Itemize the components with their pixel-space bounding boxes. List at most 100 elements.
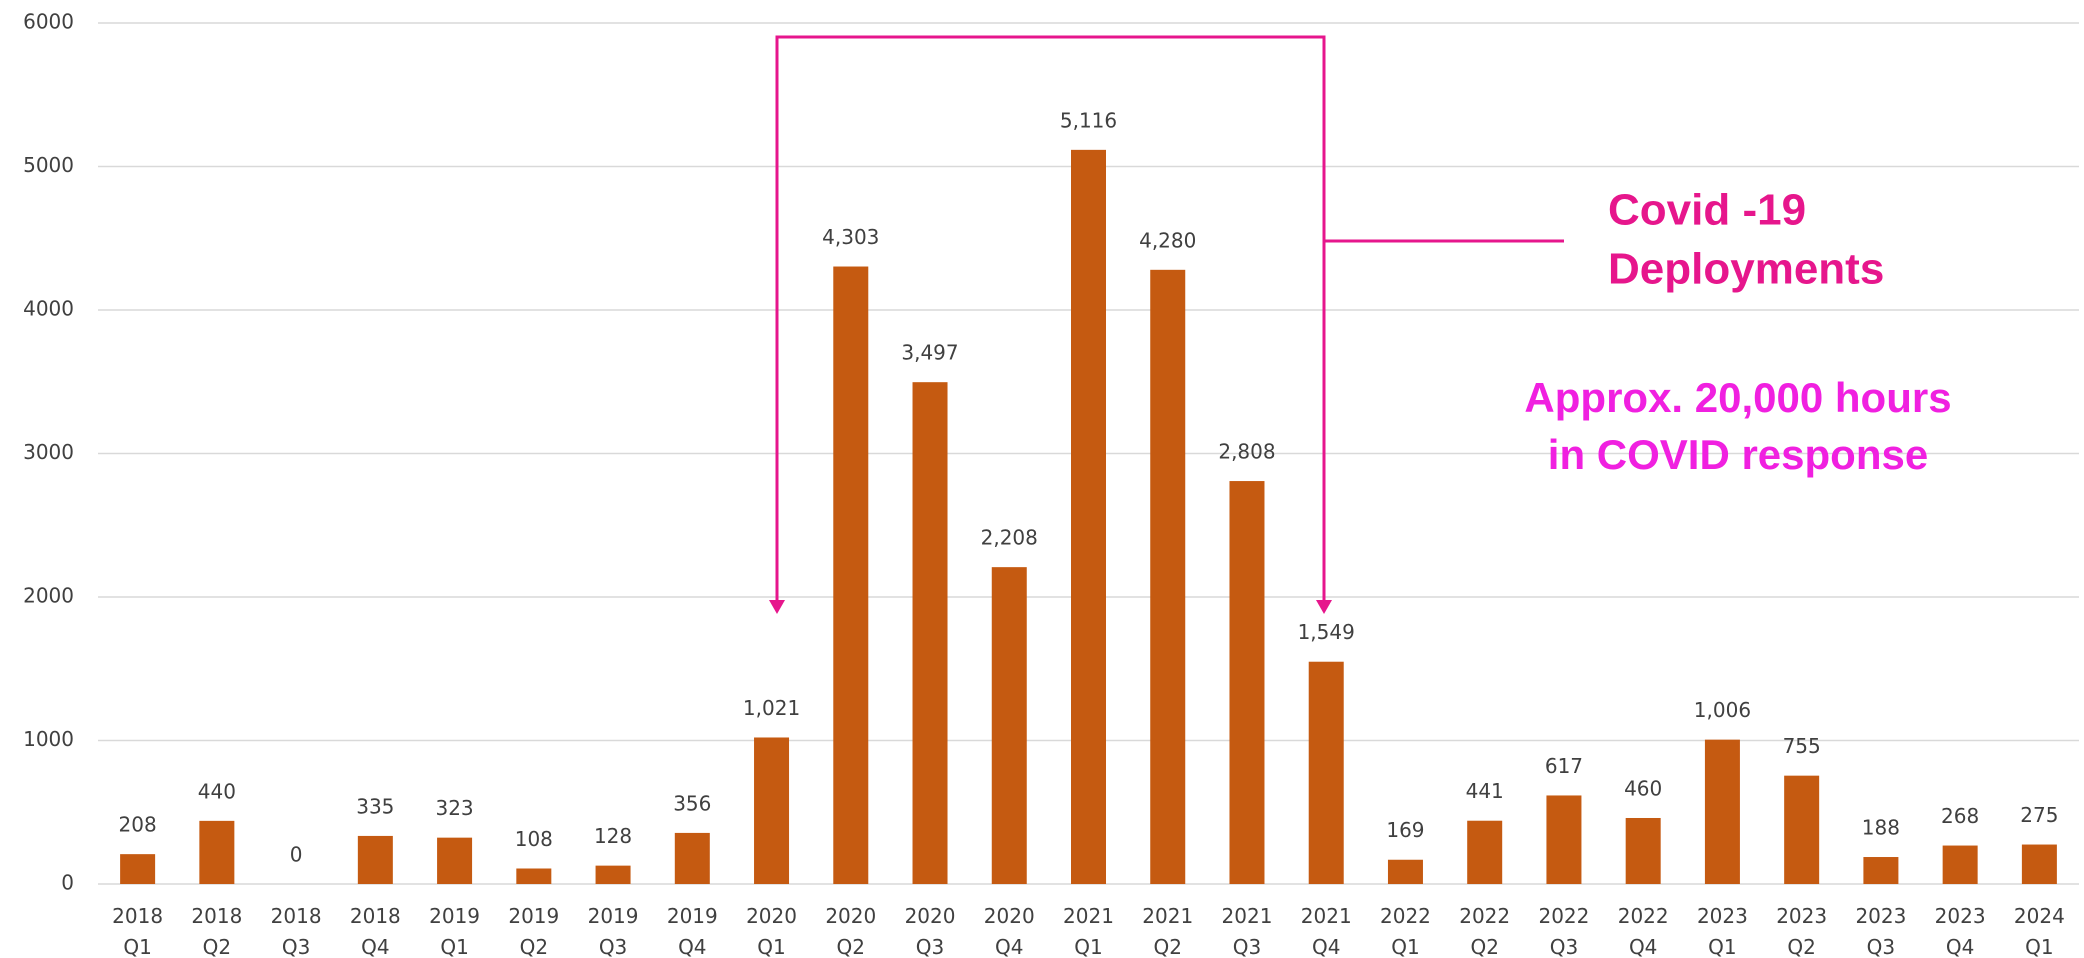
- x-tick-label: 2019 Q1: [429, 904, 480, 958]
- x-tick-label: 2021 Q2: [1142, 904, 1193, 958]
- bar: [1863, 857, 1899, 884]
- x-tick-label-line: Q4: [678, 935, 706, 958]
- y-tick-label: 6000: [23, 10, 74, 34]
- x-tick-label-line: Q3: [1233, 935, 1261, 958]
- x-tick-label-line: 2020: [825, 904, 876, 928]
- value-label: 208: [119, 813, 157, 837]
- x-tick-label: 2024 Q1: [2014, 904, 2065, 958]
- x-tick-label: 2022 Q3: [1538, 904, 1589, 958]
- x-tick-label-line: 2022: [1459, 904, 1510, 928]
- x-tick-label: 2020 Q2: [825, 904, 876, 958]
- x-tick-label: 2022 Q1: [1380, 904, 1431, 958]
- bar: [1942, 845, 1978, 884]
- bar: [437, 837, 473, 884]
- x-tick-label: 2022 Q4: [1618, 904, 1669, 958]
- x-tick-label-line: Q4: [1946, 935, 1974, 958]
- x-tick-label: 2023 Q1: [1697, 904, 1748, 958]
- x-tick-label-line: 2021: [1063, 904, 1114, 928]
- x-tick-label-line: 2019: [588, 904, 639, 928]
- bar: [1150, 269, 1186, 884]
- x-tick-label: 2022 Q2: [1459, 904, 1510, 958]
- arrow-head: [1316, 600, 1332, 614]
- bar: [912, 382, 948, 884]
- annotation: in COVID response: [1548, 431, 1928, 478]
- value-label: 356: [673, 791, 711, 815]
- x-tick-label-line: 2021: [1301, 904, 1352, 928]
- value-label: 460: [1624, 776, 1662, 800]
- arrow-head: [769, 600, 785, 614]
- bar: [1308, 661, 1344, 884]
- annotation: Deployments: [1608, 245, 1884, 294]
- bar: [1387, 859, 1423, 884]
- x-tick-label-line: 2020: [984, 904, 1035, 928]
- bar: [1625, 817, 1661, 884]
- x-tick-label: 2021 Q3: [1222, 904, 1273, 958]
- x-tick-label-line: Q1: [2025, 935, 2053, 958]
- x-tick-label-line: Q3: [1550, 935, 1578, 958]
- x-tick-label-line: 2020: [905, 904, 956, 928]
- x-tick-label-line: Q2: [520, 935, 548, 958]
- bar: [199, 820, 235, 884]
- x-tick-label: 2023 Q3: [1855, 904, 1906, 958]
- x-tick-label-line: Q2: [203, 935, 231, 958]
- bar: [1784, 775, 1820, 884]
- y-tick-label: 4000: [23, 297, 74, 321]
- x-tick-label-line: 2023: [1776, 904, 1827, 928]
- bar: [516, 868, 552, 884]
- x-tick-label: 2018 Q4: [350, 904, 401, 958]
- x-tick-label: 2021 Q1: [1063, 904, 1114, 958]
- x-tick-label-line: 2021: [1222, 904, 1273, 928]
- x-tick-label: 2019 Q2: [508, 904, 559, 958]
- value-label: 268: [1941, 804, 1979, 828]
- y-tick-label: 0: [61, 871, 74, 895]
- x-tick-label-line: Q2: [1470, 935, 1498, 958]
- value-label: 4,303: [822, 225, 879, 249]
- plot: 0 1000 2000 3000 4000 5000 6000 208 2018 Q1 440 201…: [23, 10, 2079, 958]
- x-tick-label-line: 2018: [112, 904, 163, 928]
- bar: [833, 266, 869, 884]
- annotation: Covid -19: [1608, 186, 1806, 235]
- x-tick-label-line: 2018: [350, 904, 401, 928]
- value-label: 169: [1386, 818, 1424, 842]
- value-label: 755: [1783, 734, 1821, 758]
- x-tick-label: 2021 Q4: [1301, 904, 1352, 958]
- x-tick-label-line: Q3: [916, 935, 944, 958]
- x-tick-label-line: Q2: [1787, 935, 1815, 958]
- x-tick-label: 2018 Q2: [191, 904, 242, 958]
- x-tick-label-line: 2022: [1538, 904, 1589, 928]
- x-tick-label-line: Q3: [1867, 935, 1895, 958]
- x-tick-label-line: 2018: [191, 904, 242, 928]
- annotation: Approx. 20,000 hours: [1524, 374, 1951, 421]
- y-tick-label: 1000: [23, 727, 74, 751]
- x-tick-label-line: 2018: [271, 904, 322, 928]
- value-label: 4,280: [1139, 228, 1196, 252]
- value-label: 617: [1545, 754, 1583, 778]
- value-label: 441: [1466, 779, 1504, 803]
- value-label: 323: [435, 796, 473, 820]
- x-tick-label-line: Q3: [282, 935, 310, 958]
- bar: [1704, 739, 1740, 884]
- value-label: 1,021: [743, 696, 800, 720]
- covid-bracket: [775, 35, 1564, 611]
- x-tick-label-line: Q3: [599, 935, 627, 958]
- bar: [1546, 795, 1582, 884]
- bar: [2021, 844, 2057, 884]
- x-tick-label: 2020 Q1: [746, 904, 797, 958]
- x-tick-label-line: 2019: [667, 904, 718, 928]
- value-label: 440: [198, 779, 236, 803]
- value-label: 2,808: [1218, 440, 1275, 464]
- value-label: 5,116: [1060, 108, 1117, 132]
- bar: [1071, 149, 1106, 884]
- bar: [357, 835, 393, 884]
- x-tick-label-line: 2024: [2014, 904, 2065, 928]
- value-label: 335: [356, 794, 394, 818]
- bracket-line: [775, 35, 1326, 611]
- x-tick-label-line: 2020: [746, 904, 797, 928]
- x-tick-label-line: 2022: [1618, 904, 1669, 928]
- x-tick-label-line: Q1: [1391, 935, 1419, 958]
- x-tick-label-line: 2019: [429, 904, 480, 928]
- x-tick-label: 2019 Q3: [588, 904, 639, 958]
- x-tick-label-line: Q2: [837, 935, 865, 958]
- x-tick-label: 2020 Q3: [905, 904, 956, 958]
